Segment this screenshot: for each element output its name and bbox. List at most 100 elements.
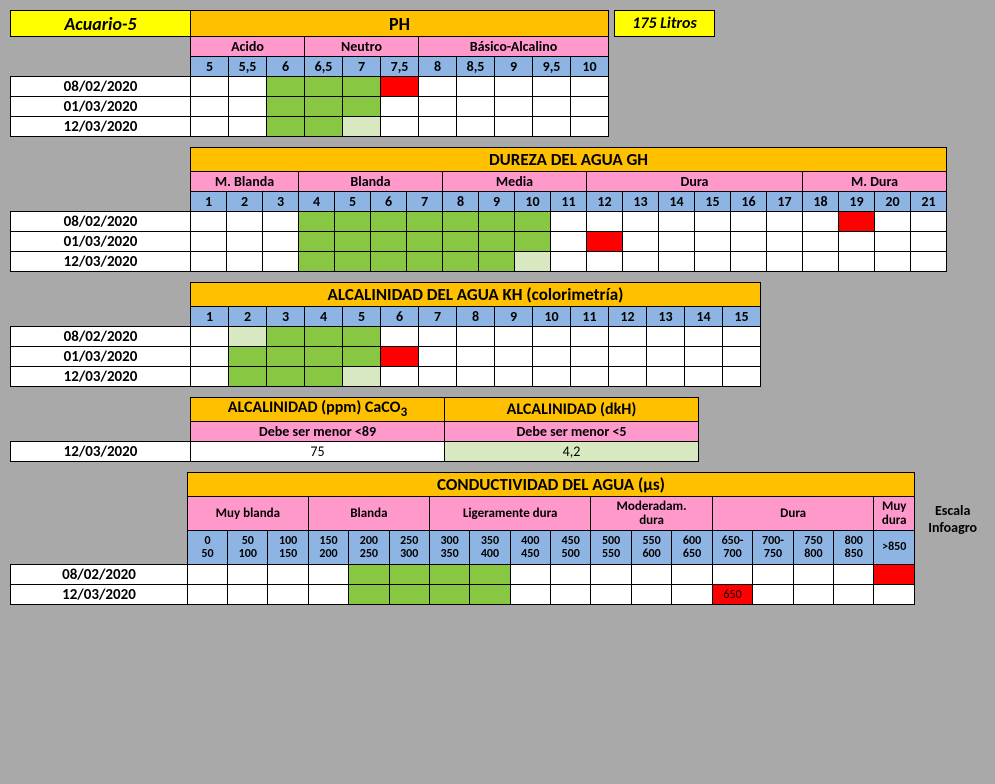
data-cell	[515, 212, 551, 232]
data-cell	[723, 347, 761, 367]
data-cell	[419, 117, 457, 137]
data-cell	[551, 232, 587, 252]
data-cell	[228, 565, 268, 585]
scale-cell: 1	[191, 192, 227, 212]
data-cell	[695, 212, 731, 232]
data-cell	[381, 97, 419, 117]
data-cell	[767, 252, 803, 272]
data-cell	[299, 252, 335, 272]
alk-date: 12/03/2020	[11, 442, 191, 462]
scale-cell: 650-700	[712, 531, 752, 565]
scale-cell: 50100	[228, 531, 268, 565]
data-cell	[571, 77, 609, 97]
scale-cell: 350400	[470, 531, 510, 565]
gh-section: DUREZA DEL AGUA GH M. BlandaBlandaMediaD…	[10, 147, 985, 272]
data-cell	[381, 367, 419, 387]
cat-label: Muy blanda	[187, 497, 308, 531]
data-cell	[227, 212, 263, 232]
scale-cell: 550600	[631, 531, 671, 565]
data-cell	[305, 77, 343, 97]
data-cell	[875, 252, 911, 272]
data-cell	[263, 252, 299, 272]
scale-cell: 7,5	[381, 57, 419, 77]
data-cell	[389, 585, 429, 605]
data-cell	[191, 212, 227, 232]
scale-cell: 10	[533, 307, 571, 327]
data-cell	[550, 585, 590, 605]
data-row: 12/03/2020	[11, 252, 947, 272]
alk-s2: Debe ser menor <5	[445, 422, 699, 442]
data-cell	[731, 232, 767, 252]
date-cell: 01/03/2020	[11, 347, 191, 367]
cond-scale-row: 0505010010015015020020025025030030035035…	[11, 531, 986, 565]
data-row: 08/02/2020	[11, 327, 761, 347]
alk-table: ALCALINIDAD (ppm) CaCO3 ALCALINIDAD (dkH…	[10, 397, 699, 462]
cat-label: Moderadam.dura	[591, 497, 712, 531]
data-cell	[533, 117, 571, 137]
scale-cell: 9	[479, 192, 515, 212]
aquarium-title: Acuario-5	[11, 11, 191, 37]
kh-section: ALCALINIDAD DEL AGUA KH (colorimetría) 1…	[10, 282, 985, 387]
data-cell	[685, 327, 723, 347]
cat-label: Media	[443, 172, 587, 192]
data-cell	[457, 327, 495, 347]
scale-cell: 20	[875, 192, 911, 212]
data-cell	[659, 212, 695, 232]
data-cell	[305, 327, 343, 347]
data-cell	[389, 565, 429, 585]
data-cell	[305, 347, 343, 367]
data-cell	[911, 252, 947, 272]
data-cell	[305, 97, 343, 117]
data-cell	[419, 77, 457, 97]
data-cell	[874, 585, 915, 605]
scale-cell: 8,5	[457, 57, 495, 77]
data-cell	[371, 232, 407, 252]
scale-cell: 5	[343, 307, 381, 327]
data-cell	[839, 232, 875, 252]
data-cell	[839, 212, 875, 232]
data-cell	[571, 367, 609, 387]
data-cell	[229, 327, 267, 347]
data-cell: 650	[712, 585, 752, 605]
data-cell	[343, 97, 381, 117]
scale-cell: 6	[371, 192, 407, 212]
cond-extra: Escala Infoagro	[920, 473, 985, 565]
scale-cell: 13	[647, 307, 685, 327]
data-cell	[647, 367, 685, 387]
scale-cell: 8	[419, 57, 457, 77]
data-cell	[191, 367, 229, 387]
ph-scale-row: 55,566,577,588,599,510	[11, 57, 715, 77]
data-cell	[335, 212, 371, 232]
data-cell	[263, 232, 299, 252]
data-cell	[571, 347, 609, 367]
scale-cell: 13	[623, 192, 659, 212]
data-cell	[495, 77, 533, 97]
data-cell	[457, 77, 495, 97]
alk-s1: Debe ser menor <89	[191, 422, 445, 442]
data-cell	[335, 232, 371, 252]
data-cell	[767, 212, 803, 232]
data-cell	[419, 97, 457, 117]
cat-label: M. Blanda	[191, 172, 299, 192]
data-cell	[495, 327, 533, 347]
data-cell	[227, 232, 263, 252]
scale-cell: 18	[803, 192, 839, 212]
scale-cell: 16	[731, 192, 767, 212]
gh-table: DUREZA DEL AGUA GH M. BlandaBlandaMediaD…	[10, 147, 947, 272]
scale-cell: 3	[263, 192, 299, 212]
data-cell	[495, 117, 533, 137]
data-cell	[647, 347, 685, 367]
scale-cell: 10	[571, 57, 609, 77]
data-cell	[419, 347, 457, 367]
data-cell	[695, 232, 731, 252]
scale-cell: 3	[267, 307, 305, 327]
cat-label: Acido	[191, 37, 305, 57]
cond-section: CONDUCTIVIDAD DEL AGUA (μs) Escala Infoa…	[10, 472, 985, 605]
data-row: 08/02/2020	[11, 77, 715, 97]
data-cell	[767, 232, 803, 252]
data-cell	[381, 327, 419, 347]
data-cell	[407, 252, 443, 272]
scale-cell: 2	[227, 192, 263, 212]
data-cell	[591, 585, 631, 605]
scale-cell: 7	[419, 307, 457, 327]
